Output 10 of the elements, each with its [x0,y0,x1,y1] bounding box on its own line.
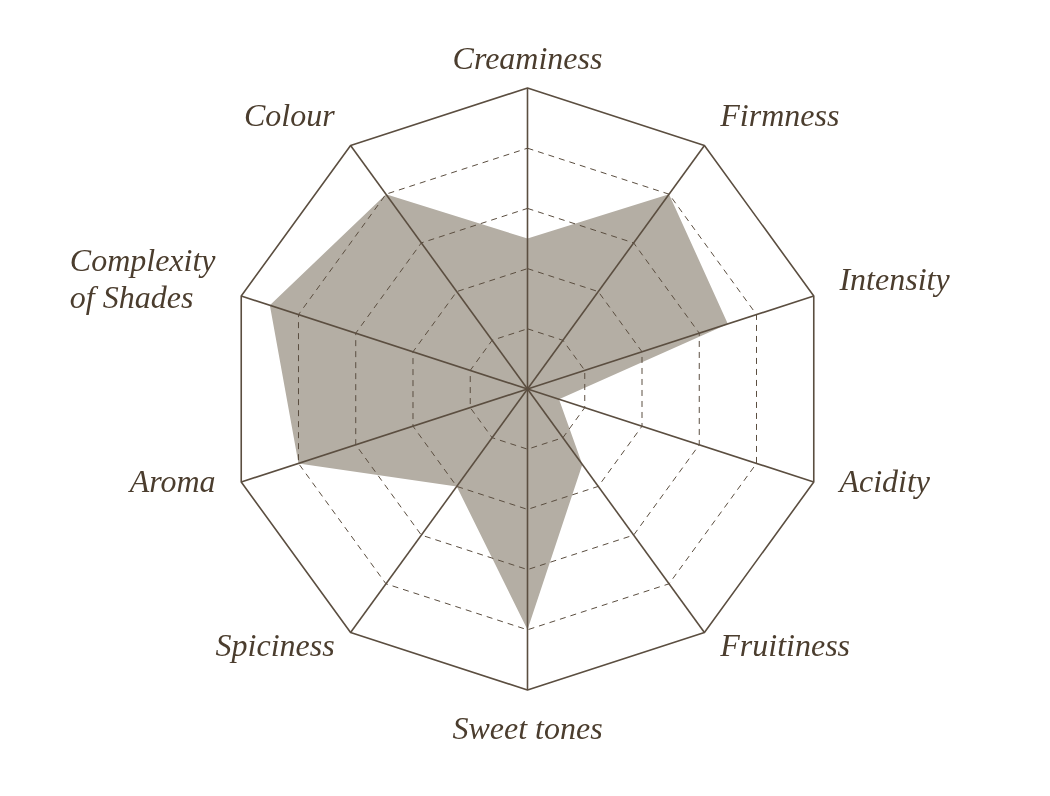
spoke-label: Creaminess [452,40,603,76]
spoke-label: Acidity [837,463,931,500]
spoke-label: Intensity [838,260,951,297]
spoke-label: Colour [244,96,336,133]
spoke-label: Sweet tones [452,710,603,746]
spoke-label: Fruitiness [719,627,851,664]
spoke-label: Aroma [127,463,216,500]
spoke-label: Complexity of Shades [69,242,217,316]
spoke-label: Spiciness [215,627,335,664]
spoke-label: Firmness [719,96,840,133]
